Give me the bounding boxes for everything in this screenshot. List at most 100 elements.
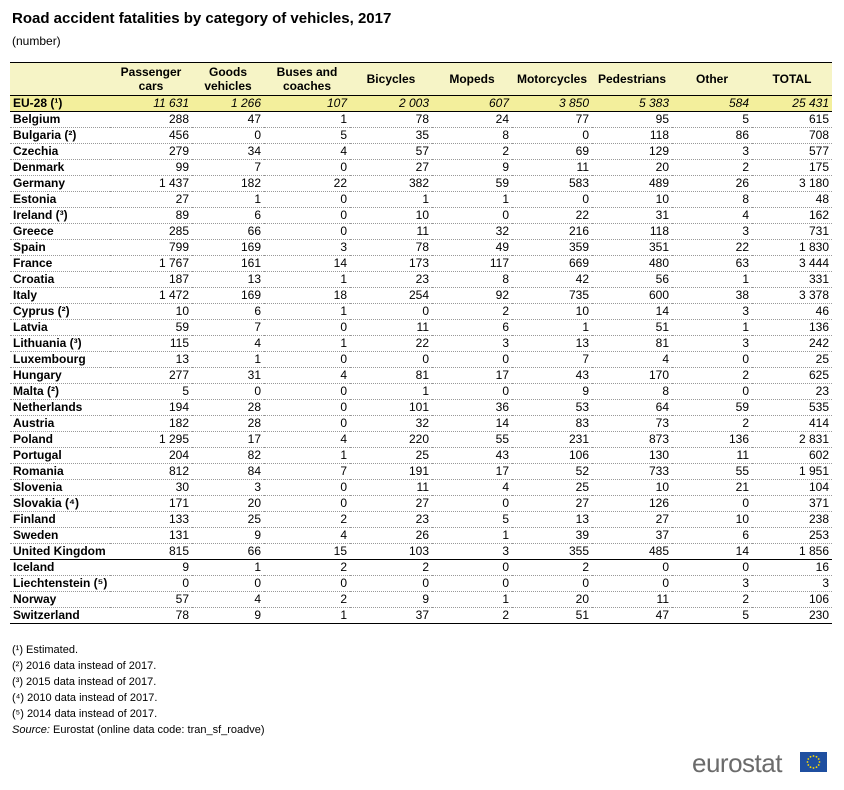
cell: 0 (592, 575, 672, 592)
subtitle: (number) (12, 34, 61, 48)
cell: 73 (592, 415, 672, 432)
cell: 18 (264, 287, 350, 304)
header-cell: Buses and coaches (264, 62, 350, 96)
cell: 9 (432, 159, 512, 176)
header-cell (10, 62, 110, 96)
cell: 1 (672, 319, 752, 336)
cell: 799 (110, 239, 192, 256)
cell: 59 (110, 319, 192, 336)
cell: 3 444 (752, 255, 832, 272)
cell: 1 (512, 319, 592, 336)
cell: 583 (512, 175, 592, 192)
cell: 1 (350, 191, 432, 208)
cell: 0 (264, 351, 350, 368)
cell: 4 (264, 431, 350, 448)
cell: 107 (264, 95, 350, 112)
row-label: Liechtenstein (⁵) (10, 575, 110, 592)
cell: 414 (752, 415, 832, 432)
cell: 175 (752, 159, 832, 176)
table-row: Ireland (³) 89 6 0 10 0 22 31 4 162 (10, 207, 832, 224)
cell: 11 (350, 479, 432, 496)
cell: 285 (110, 223, 192, 240)
cell: 47 (592, 607, 672, 624)
cell: 9 (512, 383, 592, 400)
cell: 23 (350, 271, 432, 288)
cell: 130 (592, 447, 672, 464)
cell: 81 (592, 335, 672, 352)
cell: 169 (192, 287, 264, 304)
cell: 10 (512, 303, 592, 320)
table-row: Iceland 9 1 2 2 0 2 0 0 16 (10, 559, 832, 576)
logo: eurostat (692, 748, 782, 778)
cell: 63 (672, 255, 752, 272)
row-label: Austria (10, 415, 110, 432)
cell: 733 (592, 463, 672, 480)
cell: 1 (432, 527, 512, 544)
notes: (¹) Estimated. (²) 2016 data instead of 2… (12, 642, 265, 738)
cell: 13 (512, 335, 592, 352)
cell: 173 (350, 255, 432, 272)
cell: 78 (350, 239, 432, 256)
row-label: EU-28 (¹) (10, 95, 110, 112)
cell: 0 (350, 303, 432, 320)
cell: 1 (264, 271, 350, 288)
row-label: Croatia (10, 271, 110, 288)
cell: 2 (264, 591, 350, 608)
cell: 1 (264, 335, 350, 352)
cell: 2 831 (752, 431, 832, 448)
cell: 23 (752, 383, 832, 400)
row-label: Norway (10, 591, 110, 608)
header-cell: Mopeds (432, 62, 512, 96)
cell: 1 (672, 271, 752, 288)
cell: 10 (592, 479, 672, 496)
cell: 42 (512, 271, 592, 288)
table-row: Sweden 131 9 4 26 1 39 37 6 253 (10, 527, 832, 544)
row-label: Malta (²) (10, 383, 110, 400)
cell: 254 (350, 287, 432, 304)
cell: 1 (264, 111, 350, 128)
cell: 27 (592, 511, 672, 528)
cell: 13 (512, 511, 592, 528)
cell: 1 437 (110, 175, 192, 192)
cell: 253 (752, 527, 832, 544)
source-label: Source: (12, 724, 50, 736)
cell: 5 383 (592, 95, 672, 112)
table-row: Latvia 59 7 0 11 6 1 51 1 136 (10, 319, 832, 336)
cell: 136 (752, 319, 832, 336)
cell: 25 (192, 511, 264, 528)
cell: 0 (592, 559, 672, 576)
cell: 3 (752, 575, 832, 592)
cell: 78 (110, 607, 192, 624)
cell: 194 (110, 399, 192, 416)
cell: 0 (432, 559, 512, 576)
cell: 2 (432, 607, 512, 624)
cell: 0 (432, 207, 512, 224)
cell: 103 (350, 543, 432, 560)
cell: 0 (512, 575, 592, 592)
table-row: Liechtenstein (⁵) 0 0 0 0 0 0 0 3 3 (10, 575, 832, 592)
row-label: Denmark (10, 159, 110, 176)
table-row: Romania 812 84 7 191 17 52 733 55 1 951 (10, 463, 832, 480)
cell: 1 951 (752, 463, 832, 480)
cell: 0 (432, 383, 512, 400)
cell: 5 (672, 111, 752, 128)
table-row: Estonia 27 1 0 1 1 0 10 8 48 (10, 191, 832, 208)
cell: 27 (350, 159, 432, 176)
cell: 22 (512, 207, 592, 224)
cell: 0 (672, 383, 752, 400)
cell: 14 (672, 543, 752, 560)
table-row: Denmark 99 7 0 27 9 11 20 2 175 (10, 159, 832, 176)
cell: 78 (350, 111, 432, 128)
cell: 456 (110, 127, 192, 144)
row-label: Lithuania (³) (10, 335, 110, 352)
cell: 873 (592, 431, 672, 448)
table-row: Greece 285 66 0 11 32 216 118 3 731 (10, 223, 832, 240)
row-label: Estonia (10, 191, 110, 208)
cell: 1 472 (110, 287, 192, 304)
table-row: Poland 1 295 17 4 220 55 231 873 136 2 831 (10, 431, 832, 448)
cell: 83 (512, 415, 592, 432)
cell: 48 (752, 191, 832, 208)
cell: 31 (592, 207, 672, 224)
cell: 8 (432, 271, 512, 288)
row-label: Ireland (³) (10, 207, 110, 224)
